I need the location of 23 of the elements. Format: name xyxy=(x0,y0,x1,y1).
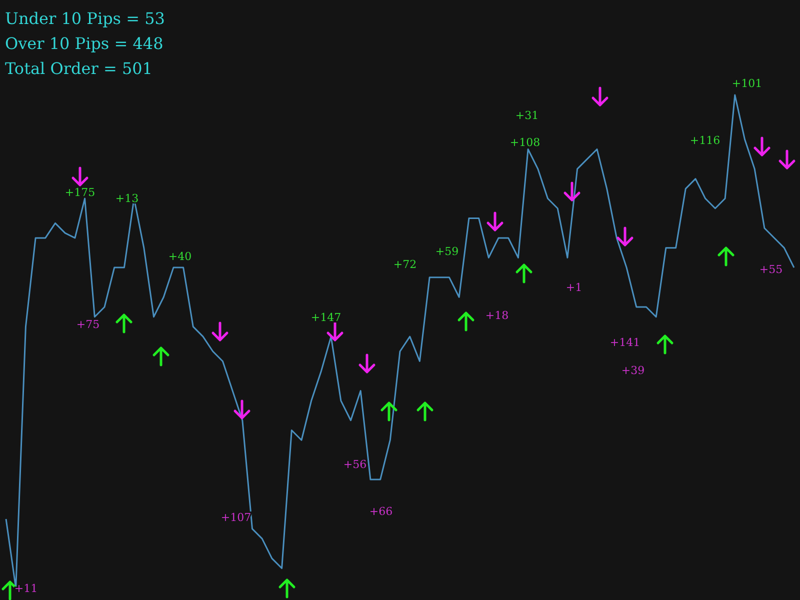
annotation: +31 xyxy=(515,108,539,122)
annotation: +11 xyxy=(14,582,38,595)
annotation: +40 xyxy=(168,250,192,263)
annotation: +108 xyxy=(510,136,540,149)
text: +101 xyxy=(732,76,762,90)
annotation: +141 xyxy=(610,336,640,349)
annotation: +18 xyxy=(485,308,509,322)
annotation: +107 xyxy=(220,510,252,524)
annotation: +13 xyxy=(115,192,139,205)
annotation: +147 xyxy=(310,310,342,324)
text: Under 10 Pips = 53 xyxy=(5,9,165,28)
annotation: +55 xyxy=(759,262,783,276)
annotation: +72 xyxy=(393,258,417,271)
annotation: +116 xyxy=(690,134,720,147)
text: Over 10 Pips = 448 xyxy=(5,34,164,53)
annotation: +59 xyxy=(435,244,459,258)
annotation: +175 xyxy=(64,186,96,199)
annotation: +1 xyxy=(566,280,582,294)
annotation: +39 xyxy=(621,364,645,377)
annotation: +56 xyxy=(343,458,367,471)
annotation: +66 xyxy=(369,504,393,518)
text: Total Order = 501 xyxy=(5,59,152,78)
annotation: +75 xyxy=(76,318,100,331)
